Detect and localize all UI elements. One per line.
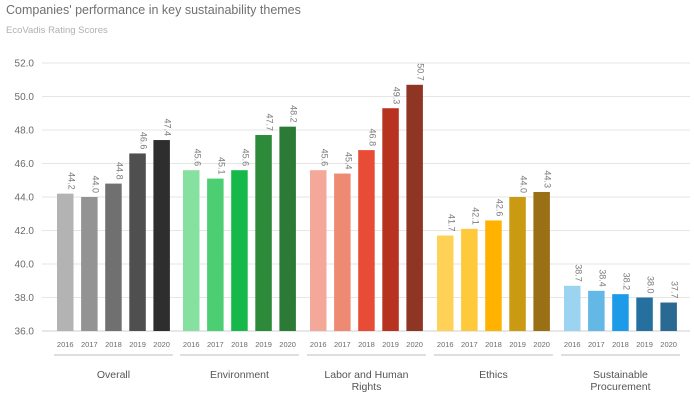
- category-label: Sustainable: [593, 369, 648, 381]
- data-label: 38.7: [573, 264, 583, 282]
- x-tick-label: 2018: [231, 340, 248, 349]
- bar: [533, 191, 550, 331]
- bar: [255, 135, 272, 331]
- x-tick-label: 2016: [564, 340, 581, 349]
- data-label: 48.2: [289, 105, 299, 123]
- bar: [231, 170, 248, 331]
- data-label: 45.6: [240, 149, 250, 167]
- data-label: 38.0: [646, 276, 656, 294]
- data-label: 45.1: [216, 157, 226, 175]
- data-label: 38.2: [621, 273, 631, 291]
- data-label: 44.2: [66, 172, 76, 190]
- bar: [57, 193, 74, 331]
- x-tick-label: 2019: [129, 340, 146, 349]
- x-tick-label: 2020: [406, 340, 423, 349]
- bar: [588, 290, 605, 331]
- bar: [461, 228, 478, 331]
- x-tick-label: 2020: [660, 340, 677, 349]
- bar: [153, 140, 170, 331]
- bar: [334, 173, 351, 331]
- x-tick-label: 2020: [279, 340, 296, 349]
- data-label: 45.4: [343, 152, 353, 170]
- x-tick-label: 2017: [334, 340, 351, 349]
- data-label: 50.7: [416, 63, 426, 81]
- y-tick-label: 38.0: [15, 293, 35, 304]
- category-label: Environment: [210, 369, 269, 381]
- bar: [105, 183, 122, 331]
- data-label: 45.6: [192, 149, 202, 167]
- x-tick-label: 2018: [612, 340, 629, 349]
- data-label: 46.8: [367, 129, 377, 147]
- y-tick-label: 50.0: [15, 92, 35, 103]
- bar: [660, 302, 677, 331]
- y-tick-label: 36.0: [15, 327, 35, 338]
- x-tick-label: 2019: [509, 340, 526, 349]
- data-label: 44.8: [114, 162, 124, 180]
- bar: [612, 294, 629, 331]
- data-label: 37.7: [670, 281, 680, 299]
- x-tick-label: 2017: [81, 340, 98, 349]
- data-label: 44.0: [90, 175, 100, 193]
- bar: [279, 126, 296, 332]
- x-tick-label: 2016: [310, 340, 327, 349]
- data-label: 38.4: [597, 269, 607, 287]
- data-label: 44.3: [543, 170, 553, 188]
- category-label: Labor and Human: [324, 369, 408, 381]
- data-label: 44.0: [519, 175, 529, 193]
- x-tick-label: 2020: [533, 340, 550, 349]
- bar: [564, 285, 581, 331]
- x-tick-label: 2016: [183, 340, 200, 349]
- y-tick-label: 48.0: [15, 126, 35, 137]
- data-label: 46.6: [139, 132, 149, 150]
- data-label: 42.1: [470, 207, 480, 225]
- category-label: Rights: [352, 381, 382, 393]
- y-tick-label: 40.0: [15, 260, 35, 271]
- data-label: 47.7: [265, 113, 275, 131]
- category-label: Ethics: [479, 369, 508, 381]
- y-tick-label: 44.0: [15, 193, 35, 204]
- x-tick-label: 2020: [153, 340, 170, 349]
- x-tick-label: 2018: [485, 340, 502, 349]
- bar: [310, 170, 327, 331]
- bar: [358, 150, 375, 331]
- x-tick-label: 2017: [588, 340, 605, 349]
- bar: [437, 235, 454, 331]
- chart-subtitle: EcoVadis Rating Scores: [6, 25, 108, 36]
- category-label: Overall: [97, 369, 130, 381]
- x-tick-label: 2019: [636, 340, 653, 349]
- x-tick-label: 2019: [255, 340, 272, 349]
- bar: [81, 197, 98, 331]
- bar: [183, 170, 200, 331]
- bar: [485, 220, 502, 331]
- bar: [406, 84, 423, 332]
- x-tick-label: 2017: [207, 340, 224, 349]
- data-label: 45.6: [319, 149, 329, 167]
- x-tick-label: 2019: [382, 340, 399, 349]
- y-tick-label: 52.0: [15, 59, 35, 70]
- bar: [382, 108, 399, 331]
- data-label: 47.4: [163, 119, 173, 137]
- x-tick-label: 2016: [437, 340, 454, 349]
- bar: [207, 178, 224, 331]
- category-label: Procurement: [590, 381, 650, 393]
- x-tick-label: 2018: [358, 340, 375, 349]
- x-tick-label: 2017: [461, 340, 478, 349]
- y-tick-label: 42.0: [15, 226, 35, 237]
- x-tick-label: 2016: [57, 340, 74, 349]
- data-label: 41.7: [446, 214, 456, 232]
- chart-title: Companies' performance in key sustainabi…: [6, 3, 301, 17]
- bar: [509, 197, 526, 331]
- y-tick-label: 46.0: [15, 159, 35, 170]
- bar: [636, 297, 653, 331]
- data-label: 49.3: [392, 87, 402, 105]
- data-label: 42.6: [494, 199, 504, 217]
- bar: [129, 153, 146, 331]
- x-tick-label: 2018: [105, 340, 122, 349]
